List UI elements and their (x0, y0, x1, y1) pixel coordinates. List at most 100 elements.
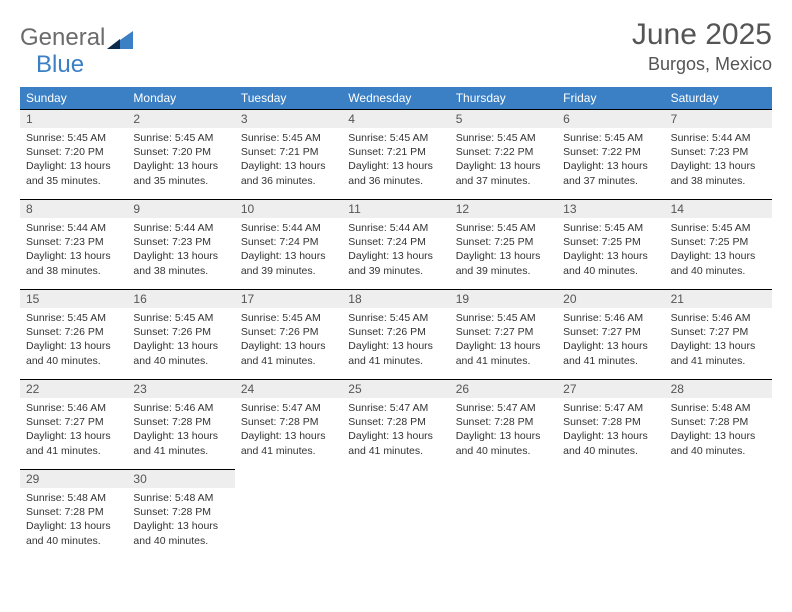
sunset-line: Sunset: 7:22 PM (456, 145, 551, 159)
daylight-line: Daylight: 13 hours and 41 minutes. (133, 429, 228, 457)
calendar-cell: 23Sunrise: 5:46 AMSunset: 7:28 PMDayligh… (127, 379, 234, 469)
daylight-line: Daylight: 13 hours and 40 minutes. (563, 429, 658, 457)
logo: General (20, 18, 133, 52)
calendar-cell: 20Sunrise: 5:46 AMSunset: 7:27 PMDayligh… (557, 289, 664, 379)
day-body: Sunrise: 5:46 AMSunset: 7:27 PMDaylight:… (20, 398, 127, 464)
day-number: 11 (342, 200, 449, 218)
sunset-line: Sunset: 7:23 PM (671, 145, 766, 159)
day-number: 29 (20, 470, 127, 488)
day-number: 24 (235, 380, 342, 398)
sunrise-line: Sunrise: 5:45 AM (26, 131, 121, 145)
day-body: Sunrise: 5:45 AMSunset: 7:26 PMDaylight:… (20, 308, 127, 374)
day-body: Sunrise: 5:44 AMSunset: 7:23 PMDaylight:… (20, 218, 127, 284)
sunset-line: Sunset: 7:26 PM (26, 325, 121, 339)
day-body: Sunrise: 5:45 AMSunset: 7:26 PMDaylight:… (127, 308, 234, 374)
day-body: Sunrise: 5:45 AMSunset: 7:22 PMDaylight:… (450, 128, 557, 194)
sunrise-line: Sunrise: 5:45 AM (456, 311, 551, 325)
day-number: 17 (235, 290, 342, 308)
day-number: 9 (127, 200, 234, 218)
day-number: 19 (450, 290, 557, 308)
day-body: Sunrise: 5:45 AMSunset: 7:20 PMDaylight:… (127, 128, 234, 194)
sunrise-line: Sunrise: 5:47 AM (563, 401, 658, 415)
calendar-cell: 27Sunrise: 5:47 AMSunset: 7:28 PMDayligh… (557, 379, 664, 469)
calendar-cell (235, 469, 342, 559)
sunrise-line: Sunrise: 5:44 AM (26, 221, 121, 235)
calendar-cell: 30Sunrise: 5:48 AMSunset: 7:28 PMDayligh… (127, 469, 234, 559)
daylight-line: Daylight: 13 hours and 39 minutes. (241, 249, 336, 277)
sunrise-line: Sunrise: 5:45 AM (563, 221, 658, 235)
sunset-line: Sunset: 7:25 PM (563, 235, 658, 249)
daylight-line: Daylight: 13 hours and 41 minutes. (671, 339, 766, 367)
day-body: Sunrise: 5:45 AMSunset: 7:25 PMDaylight:… (557, 218, 664, 284)
sunrise-line: Sunrise: 5:44 AM (671, 131, 766, 145)
calendar-cell: 12Sunrise: 5:45 AMSunset: 7:25 PMDayligh… (450, 199, 557, 289)
daylight-line: Daylight: 13 hours and 41 minutes. (348, 429, 443, 457)
calendar-cell: 24Sunrise: 5:47 AMSunset: 7:28 PMDayligh… (235, 379, 342, 469)
day-number: 18 (342, 290, 449, 308)
sunrise-line: Sunrise: 5:45 AM (348, 131, 443, 145)
sunrise-line: Sunrise: 5:45 AM (241, 131, 336, 145)
weekday-header: Saturday (665, 87, 772, 109)
day-number: 26 (450, 380, 557, 398)
sunrise-line: Sunrise: 5:46 AM (563, 311, 658, 325)
day-body: Sunrise: 5:44 AMSunset: 7:24 PMDaylight:… (342, 218, 449, 284)
weekday-header-row: Sunday Monday Tuesday Wednesday Thursday… (20, 87, 772, 109)
day-body: Sunrise: 5:46 AMSunset: 7:28 PMDaylight:… (127, 398, 234, 464)
calendar-cell: 10Sunrise: 5:44 AMSunset: 7:24 PMDayligh… (235, 199, 342, 289)
calendar-cell: 22Sunrise: 5:46 AMSunset: 7:27 PMDayligh… (20, 379, 127, 469)
sunrise-line: Sunrise: 5:47 AM (348, 401, 443, 415)
calendar-page: General June 2025 Burgos, Mexico Blue Su… (0, 0, 792, 559)
daylight-line: Daylight: 13 hours and 39 minutes. (456, 249, 551, 277)
calendar-cell: 18Sunrise: 5:45 AMSunset: 7:26 PMDayligh… (342, 289, 449, 379)
sunset-line: Sunset: 7:20 PM (26, 145, 121, 159)
daylight-line: Daylight: 13 hours and 36 minutes. (348, 159, 443, 187)
day-body: Sunrise: 5:47 AMSunset: 7:28 PMDaylight:… (235, 398, 342, 464)
sunset-line: Sunset: 7:28 PM (241, 415, 336, 429)
sunrise-line: Sunrise: 5:46 AM (133, 401, 228, 415)
weekday-header: Wednesday (342, 87, 449, 109)
calendar-cell (342, 469, 449, 559)
sunset-line: Sunset: 7:21 PM (241, 145, 336, 159)
day-body: Sunrise: 5:46 AMSunset: 7:27 PMDaylight:… (557, 308, 664, 374)
day-body: Sunrise: 5:45 AMSunset: 7:25 PMDaylight:… (665, 218, 772, 284)
sunset-line: Sunset: 7:23 PM (26, 235, 121, 249)
sunrise-line: Sunrise: 5:44 AM (348, 221, 443, 235)
daylight-line: Daylight: 13 hours and 40 minutes. (563, 249, 658, 277)
weekday-header: Sunday (20, 87, 127, 109)
sunrise-line: Sunrise: 5:45 AM (563, 131, 658, 145)
daylight-line: Daylight: 13 hours and 40 minutes. (133, 519, 228, 547)
day-number: 28 (665, 380, 772, 398)
day-number: 23 (127, 380, 234, 398)
day-number: 30 (127, 470, 234, 488)
sunset-line: Sunset: 7:26 PM (348, 325, 443, 339)
day-body: Sunrise: 5:45 AMSunset: 7:21 PMDaylight:… (235, 128, 342, 194)
day-body: Sunrise: 5:48 AMSunset: 7:28 PMDaylight:… (20, 488, 127, 554)
sunset-line: Sunset: 7:26 PM (241, 325, 336, 339)
sunset-line: Sunset: 7:28 PM (456, 415, 551, 429)
day-number: 21 (665, 290, 772, 308)
sunrise-line: Sunrise: 5:45 AM (348, 311, 443, 325)
title-month: June 2025 (632, 18, 772, 52)
calendar-cell: 6Sunrise: 5:45 AMSunset: 7:22 PMDaylight… (557, 109, 664, 199)
day-body: Sunrise: 5:47 AMSunset: 7:28 PMDaylight:… (342, 398, 449, 464)
calendar-cell: 14Sunrise: 5:45 AMSunset: 7:25 PMDayligh… (665, 199, 772, 289)
daylight-line: Daylight: 13 hours and 40 minutes. (671, 249, 766, 277)
day-number: 10 (235, 200, 342, 218)
day-number: 16 (127, 290, 234, 308)
weekday-header: Thursday (450, 87, 557, 109)
day-number: 15 (20, 290, 127, 308)
day-body: Sunrise: 5:44 AMSunset: 7:23 PMDaylight:… (665, 128, 772, 194)
sunrise-line: Sunrise: 5:46 AM (671, 311, 766, 325)
day-number: 12 (450, 200, 557, 218)
day-body: Sunrise: 5:45 AMSunset: 7:26 PMDaylight:… (235, 308, 342, 374)
sunset-line: Sunset: 7:25 PM (671, 235, 766, 249)
calendar-cell: 19Sunrise: 5:45 AMSunset: 7:27 PMDayligh… (450, 289, 557, 379)
sunset-line: Sunset: 7:27 PM (671, 325, 766, 339)
daylight-line: Daylight: 13 hours and 41 minutes. (241, 429, 336, 457)
weekday-header: Tuesday (235, 87, 342, 109)
daylight-line: Daylight: 13 hours and 41 minutes. (563, 339, 658, 367)
daylight-line: Daylight: 13 hours and 41 minutes. (26, 429, 121, 457)
sunrise-line: Sunrise: 5:47 AM (456, 401, 551, 415)
sunset-line: Sunset: 7:22 PM (563, 145, 658, 159)
calendar-cell: 25Sunrise: 5:47 AMSunset: 7:28 PMDayligh… (342, 379, 449, 469)
